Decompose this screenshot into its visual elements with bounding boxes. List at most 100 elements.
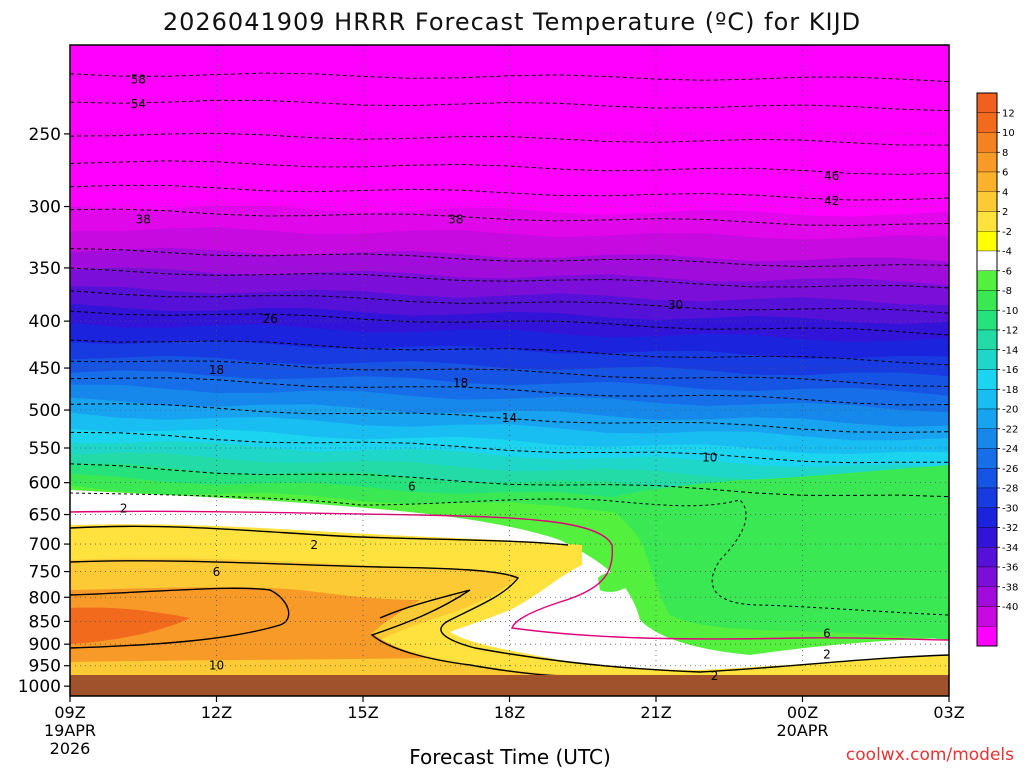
isotherm-lines (70, 72, 949, 677)
colorbar-swatch (976, 329, 998, 350)
y-tick-label: 800 (29, 588, 61, 608)
colorbar-label: -12 (1002, 326, 1018, 337)
y-tick-label: 300 (29, 198, 61, 218)
colorbar-swatch (976, 171, 998, 192)
x-axis-label: Forecast Time (UTC) (409, 745, 611, 768)
warmest-core (70, 607, 190, 644)
y-tick-label: 750 (29, 563, 61, 583)
colorbar-label: -30 (1002, 503, 1018, 514)
colorbar-swatch (976, 310, 998, 331)
colorbar-label: -18 (1002, 385, 1018, 396)
colorbar-swatch (976, 566, 998, 587)
colorbar-label: -36 (1002, 563, 1018, 574)
colorbar-swatch (976, 606, 998, 627)
x-tick-date: 19APR (44, 721, 96, 740)
contour-label: 6 (408, 480, 416, 494)
colorbar-label: -14 (1002, 345, 1018, 356)
colorbar-label: 12 (1002, 108, 1015, 119)
isotherm-cold (70, 492, 949, 616)
contour-label: 2 (823, 648, 831, 662)
colorbar-label: -32 (1002, 523, 1018, 534)
y-tick-label: 650 (29, 506, 61, 526)
contour-label: 6 (823, 626, 831, 640)
colorbar-swatch (976, 487, 998, 508)
contour-label: 38 (448, 213, 463, 227)
contour-label: 2 (310, 538, 318, 552)
colorbar-swatch (976, 586, 998, 607)
colorbar-swatch (976, 389, 998, 410)
contour-label: 58 (131, 72, 146, 86)
x-tick-label: 00Z (787, 703, 818, 722)
y-tick-label: 850 (29, 612, 61, 632)
colorbar-swatch (976, 92, 998, 113)
contour-label: 6 (213, 565, 221, 579)
small-green-cell (598, 572, 635, 592)
x-tick-year: 2026 (50, 739, 91, 758)
colorbar-label: -4 (1002, 247, 1012, 258)
ground-fill (70, 675, 949, 696)
colorbar-swatch (976, 428, 998, 449)
colorbar-label: -6 (1002, 266, 1012, 277)
grid-lines (70, 45, 949, 696)
chart-title: 2026041909 HRRR Forecast Temperature (ºC… (163, 8, 861, 36)
x-tick-label: 18Z (494, 703, 525, 722)
colorbar-label: 6 (1002, 168, 1008, 179)
cool-green-wedge (600, 465, 949, 640)
contour-label: 10 (209, 659, 224, 673)
colorbar-swatch (976, 349, 998, 370)
colorbar-label: -28 (1002, 484, 1018, 495)
colorbar-swatch (976, 468, 998, 489)
colorbar-label: -22 (1002, 424, 1018, 435)
x-tick-label: 15Z (347, 703, 378, 722)
isotherm-zero (70, 510, 949, 641)
colorbar-swatch (976, 231, 998, 252)
contour-label: 18 (209, 363, 224, 377)
y-tick-label: 1000 (18, 677, 61, 697)
isotherm-warm (70, 525, 569, 546)
contour-label: 10 (702, 450, 717, 464)
contour-label: 26 (263, 312, 278, 326)
colorbar-label: -2 (1002, 227, 1012, 238)
colorbar-swatch (976, 112, 998, 133)
colorbar-swatch (976, 152, 998, 173)
x-tick-label: 21Z (640, 703, 671, 722)
colorbar-label: -38 (1002, 582, 1018, 593)
contour-label: 42 (824, 194, 839, 208)
credit-link[interactable]: coolwx.com/models (846, 745, 1014, 765)
colorbar-label: 8 (1002, 148, 1008, 159)
y-tick-label: 250 (29, 125, 61, 145)
y-tick-label: 700 (29, 535, 61, 555)
colorbar-label: -10 (1002, 306, 1018, 317)
plot-area (70, 45, 949, 696)
y-tick-label: 550 (29, 439, 61, 459)
y-tick-label: 600 (29, 474, 61, 494)
colorbar-swatch (976, 448, 998, 469)
colorbar-label: 4 (1002, 187, 1008, 198)
colorbar-swatch (976, 132, 998, 153)
colorbar-label: -26 (1002, 464, 1018, 475)
colorbar-label: 2 (1002, 207, 1008, 218)
isotherm-warm (70, 587, 290, 649)
y-tick-label: 950 (29, 657, 61, 677)
y-tick-label: 350 (29, 259, 61, 279)
colorbar-label: -24 (1002, 444, 1018, 455)
colorbar-label: 10 (1002, 128, 1015, 139)
x-tick-label: 03Z (933, 703, 964, 722)
y-tick-label: 450 (29, 359, 61, 379)
colorbar-swatch (976, 250, 998, 271)
colorbar-swatch (976, 290, 998, 311)
colorbar-label: -40 (1002, 602, 1018, 613)
colorbar-label: -34 (1002, 543, 1018, 554)
y-tick-label: 500 (29, 401, 61, 421)
x-tick-label: 12Z (201, 703, 232, 722)
contour-label: 38 (136, 213, 151, 227)
contour-label: 30 (668, 298, 683, 312)
y-tick-label: 900 (29, 635, 61, 655)
contour-label: 2 (120, 501, 128, 515)
colorbar-swatch (976, 369, 998, 390)
contour-label: 14 (502, 411, 517, 425)
colorbar-swatch (976, 211, 998, 232)
